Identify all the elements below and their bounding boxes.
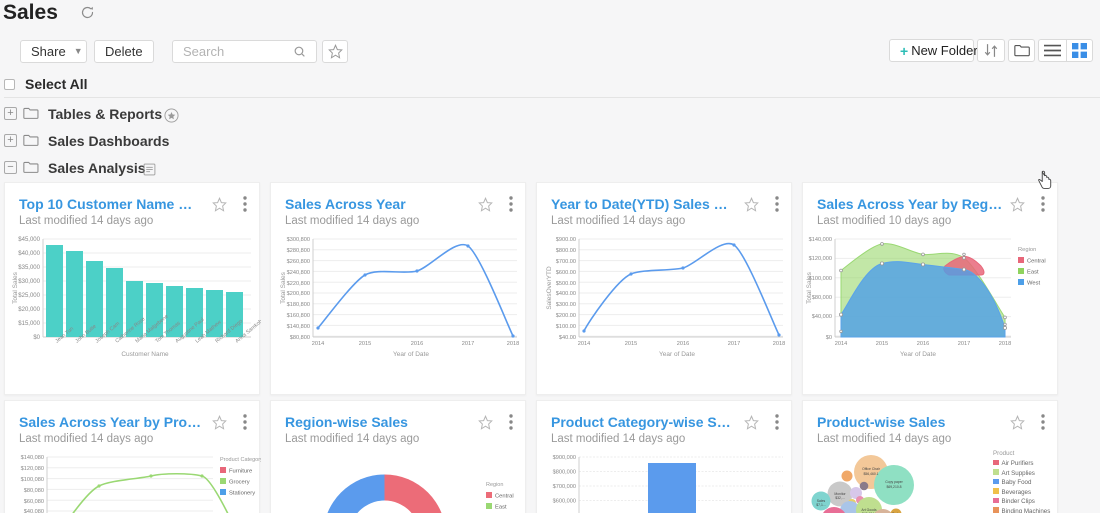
svg-text:$80,000: $80,000 bbox=[812, 295, 832, 301]
svg-text:Year of Date: Year of Date bbox=[900, 351, 936, 358]
svg-text:Total Sales: Total Sales bbox=[12, 271, 19, 304]
svg-text:2018: 2018 bbox=[507, 341, 519, 347]
svg-text:East: East bbox=[495, 505, 507, 511]
svg-text:2014: 2014 bbox=[578, 341, 590, 347]
svg-text:$0: $0 bbox=[826, 335, 832, 341]
svg-text:$300,800: $300,800 bbox=[287, 237, 310, 243]
svg-text:Total Sales: Total Sales bbox=[280, 271, 287, 304]
svg-text:Grocery: Grocery bbox=[229, 480, 250, 486]
svg-text:$100.00: $100.00 bbox=[556, 324, 576, 330]
svg-text:$280,800: $280,800 bbox=[287, 248, 310, 254]
svg-text:$900.00: $900.00 bbox=[556, 237, 576, 243]
svg-text:$120,000: $120,000 bbox=[809, 256, 832, 262]
svg-text:Region: Region bbox=[1018, 247, 1036, 253]
svg-text:East: East bbox=[1027, 270, 1039, 276]
svg-text:Customer Name: Customer Name bbox=[121, 351, 169, 358]
svg-text:2016: 2016 bbox=[917, 341, 929, 347]
svg-text:$140,800: $140,800 bbox=[287, 324, 310, 330]
svg-text:$200.00: $200.00 bbox=[556, 313, 576, 319]
svg-text:2014: 2014 bbox=[312, 341, 324, 347]
svg-text:$120,080: $120,080 bbox=[21, 466, 44, 472]
svg-text:Product Category: Product Category bbox=[220, 457, 261, 463]
svg-text:$30,000: $30,000 bbox=[18, 279, 40, 285]
svg-text:$15,000: $15,000 bbox=[18, 321, 40, 327]
svg-text:SalesOverYTD: SalesOverYTD bbox=[546, 266, 553, 310]
svg-text:$700.00: $700.00 bbox=[556, 259, 576, 265]
svg-text:2017: 2017 bbox=[462, 341, 474, 347]
svg-text:$40.00: $40.00 bbox=[559, 335, 576, 341]
svg-text:$60,080: $60,080 bbox=[24, 499, 44, 505]
svg-text:$7,1...: $7,1... bbox=[816, 503, 825, 507]
svg-text:Office Chair: Office Chair bbox=[862, 467, 881, 471]
svg-text:Central: Central bbox=[495, 494, 514, 500]
svg-text:2018: 2018 bbox=[999, 341, 1011, 347]
svg-text:$80,080: $80,080 bbox=[24, 488, 44, 494]
svg-text:$800,000: $800,000 bbox=[553, 470, 576, 476]
svg-text:Region: Region bbox=[486, 482, 503, 488]
svg-text:2014: 2014 bbox=[835, 341, 847, 347]
svg-text:Central: Central bbox=[1027, 259, 1046, 265]
svg-text:$300.00: $300.00 bbox=[556, 302, 576, 308]
svg-text:$32,...: $32,... bbox=[835, 496, 844, 500]
svg-text:$900,000: $900,000 bbox=[553, 455, 576, 461]
svg-text:$600,000: $600,000 bbox=[553, 499, 576, 505]
svg-text:$45,000: $45,000 bbox=[18, 237, 40, 243]
svg-text:2015: 2015 bbox=[876, 341, 888, 347]
svg-text:Year of Date: Year of Date bbox=[393, 351, 429, 358]
svg-text:2018: 2018 bbox=[773, 341, 785, 347]
svg-text:$600.00: $600.00 bbox=[556, 270, 576, 276]
svg-text:$40,000: $40,000 bbox=[18, 251, 40, 257]
svg-text:$0: $0 bbox=[33, 335, 40, 341]
svg-text:$500.00: $500.00 bbox=[556, 281, 576, 287]
svg-text:$56,460.1: $56,460.1 bbox=[863, 472, 878, 476]
svg-text:$80,800: $80,800 bbox=[290, 335, 310, 341]
svg-text:$140,000: $140,000 bbox=[809, 237, 832, 243]
svg-text:West: West bbox=[1027, 281, 1040, 287]
svg-text:$69,210.8: $69,210.8 bbox=[886, 485, 901, 489]
svg-text:2017: 2017 bbox=[728, 341, 740, 347]
svg-text:2017: 2017 bbox=[958, 341, 970, 347]
svg-text:2015: 2015 bbox=[359, 341, 371, 347]
svg-text:$240,800: $240,800 bbox=[287, 270, 310, 276]
svg-text:Furniture: Furniture bbox=[229, 469, 252, 475]
svg-text:$260,800: $260,800 bbox=[287, 259, 310, 265]
svg-text:2016: 2016 bbox=[411, 341, 423, 347]
svg-text:2015: 2015 bbox=[625, 341, 637, 347]
svg-text:$800.00: $800.00 bbox=[556, 248, 576, 254]
svg-text:$100,080: $100,080 bbox=[21, 477, 44, 483]
svg-text:$20,000: $20,000 bbox=[18, 307, 40, 313]
svg-text:$700,000: $700,000 bbox=[553, 484, 576, 490]
svg-text:2016: 2016 bbox=[677, 341, 689, 347]
svg-text:$35,000: $35,000 bbox=[18, 265, 40, 271]
svg-text:$40,000: $40,000 bbox=[812, 314, 832, 320]
svg-text:$200,800: $200,800 bbox=[287, 291, 310, 297]
svg-text:$180,800: $180,800 bbox=[287, 302, 310, 308]
svg-text:Copy paper: Copy paper bbox=[885, 480, 903, 484]
svg-text:$220,800: $220,800 bbox=[287, 281, 310, 287]
svg-text:Year of Date: Year of Date bbox=[659, 351, 695, 358]
svg-text:$160,800: $160,800 bbox=[287, 313, 310, 319]
svg-text:Stationery: Stationery bbox=[229, 491, 255, 497]
svg-text:$25,000: $25,000 bbox=[18, 293, 40, 299]
svg-text:$400.00: $400.00 bbox=[556, 291, 576, 297]
svg-text:Total Sales: Total Sales bbox=[806, 271, 813, 304]
svg-text:$140,080: $140,080 bbox=[21, 455, 44, 461]
svg-text:$40,080: $40,080 bbox=[24, 509, 44, 513]
